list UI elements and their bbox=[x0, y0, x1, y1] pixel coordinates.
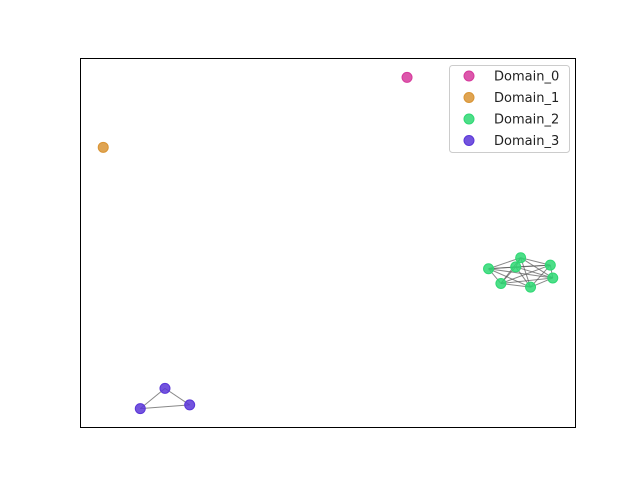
point-domain_2-1 bbox=[515, 252, 527, 264]
point-domain_1-0 bbox=[97, 141, 109, 153]
point-domain_3-2 bbox=[184, 399, 196, 411]
edges-layer bbox=[139, 257, 554, 410]
legend-box bbox=[449, 65, 570, 153]
edge-domain_2-14 bbox=[515, 264, 551, 268]
point-domain_0-0 bbox=[401, 71, 413, 83]
point-domain_2-5 bbox=[495, 277, 507, 289]
point-domain_2-0 bbox=[483, 263, 495, 275]
edge-domain_2-7 bbox=[520, 257, 554, 279]
legend-marker-domain_1 bbox=[463, 92, 475, 103]
edge-domain_2-0 bbox=[488, 257, 521, 270]
point-domain_2-6 bbox=[510, 261, 522, 273]
edge-domain_2-3 bbox=[488, 268, 531, 288]
point-domain_2-4 bbox=[525, 281, 537, 293]
points-layer bbox=[97, 71, 559, 415]
legend-marker-domain_2 bbox=[463, 113, 475, 125]
legend-label-domain_1: Domain_1 bbox=[494, 91, 559, 106]
legend: Domain_0 Domain_1 Domain_2 Domain_3 bbox=[449, 65, 570, 153]
edge-domain_2-13 bbox=[500, 264, 551, 284]
point-domain_2-3 bbox=[547, 272, 559, 284]
edge-domain_2-16 bbox=[500, 277, 553, 284]
legend-label-domain_2: Domain_2 bbox=[494, 113, 559, 128]
point-domain_3-0 bbox=[159, 382, 171, 394]
plot-frame bbox=[80, 58, 576, 428]
legend-label-domain_3: Domain_3 bbox=[494, 134, 559, 149]
legend-marker-domain_3 bbox=[463, 135, 475, 146]
point-domain_2-2 bbox=[544, 259, 556, 271]
point-domain_3-1 bbox=[134, 403, 146, 415]
edge-domain_2-17 bbox=[515, 266, 553, 279]
edge-domain_3-1 bbox=[140, 404, 190, 410]
legend-marker-domain_0 bbox=[463, 70, 475, 82]
legend-label-domain_0: Domain_0 bbox=[494, 70, 559, 85]
